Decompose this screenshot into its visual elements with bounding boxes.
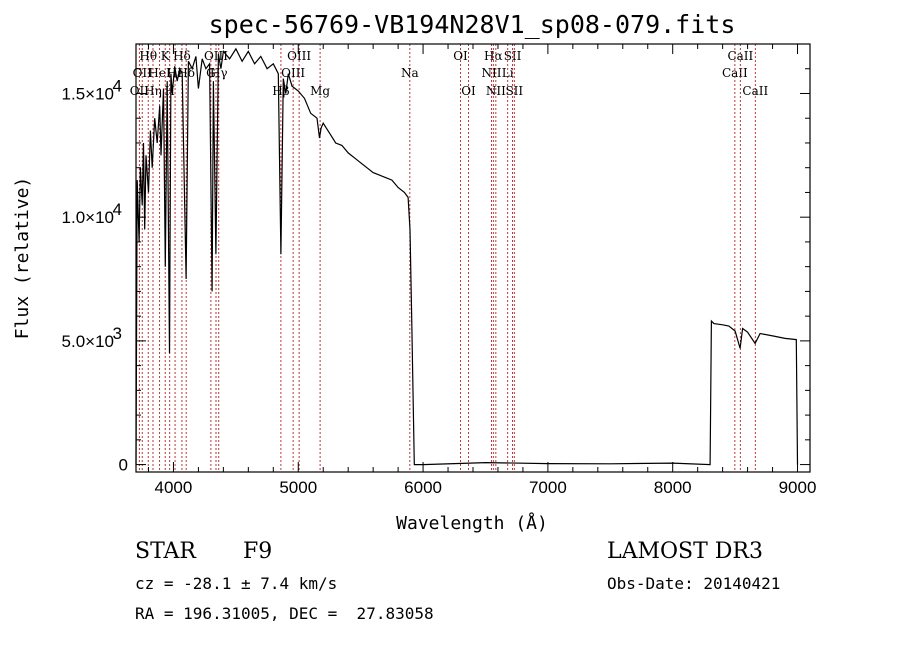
line-label-11: OIII <box>204 49 228 63</box>
redshift-velocity: cz = -28.1 ± 7.4 km/s <box>135 574 338 593</box>
line-label-26: CaII <box>722 66 748 80</box>
x-axis-label: Wavelength (Å) <box>396 512 548 534</box>
line-label-1: OII <box>133 66 153 80</box>
observation-date: Obs-Date: 20140421 <box>607 574 781 593</box>
line-label-8: Hδ <box>173 49 191 63</box>
y-tick-exponent-2: 4 <box>113 200 122 219</box>
plot-frame <box>135 43 811 473</box>
line-label-24: SII <box>504 49 522 63</box>
line-label-18: OI <box>453 49 468 63</box>
y-tick-exponent-1: 3 <box>113 324 122 343</box>
y-axis-label: Flux (relative) <box>12 177 33 340</box>
line-label-15: OIII <box>287 49 311 63</box>
line-label-17: Na <box>401 66 419 80</box>
y-tick-exponent-3: 4 <box>113 76 122 95</box>
spectrum-line <box>135 47 799 466</box>
y-tick-label-3: 1.5×10 <box>62 84 114 103</box>
y-tick-label-1: 5.0×10 <box>62 332 114 351</box>
line-label-10: G <box>206 66 216 80</box>
line-label-3: Hη <box>144 84 162 98</box>
line-label-5: K <box>161 49 171 63</box>
line-label-23: Li <box>502 66 514 80</box>
line-label-28: CaII <box>742 84 768 98</box>
object-subclass: F9 <box>243 539 273 564</box>
line-label-2: Hθ <box>139 49 157 63</box>
x-tick-label-4: 8000 <box>654 478 692 497</box>
chart-title: spec-56769-VB194N28V1_sp08-079.fits <box>209 10 736 39</box>
x-tick-label-1: 5000 <box>279 478 317 497</box>
line-label-0: OII <box>130 84 150 98</box>
line-label-20: NII <box>481 66 501 80</box>
line-label-6: H <box>164 84 174 98</box>
x-tick-label-2: 6000 <box>404 478 442 497</box>
line-label-25: SII <box>505 84 523 98</box>
x-tick-label-5: 9000 <box>779 478 817 497</box>
line-label-21: Hα <box>484 49 503 63</box>
object-class: STAR <box>135 539 196 564</box>
line-label-22: NII <box>486 84 506 98</box>
line-label-14: OIII <box>281 66 305 80</box>
line-label-27: CaII <box>727 49 753 63</box>
line-label-19: OI <box>461 84 476 98</box>
x-tick-label-3: 7000 <box>529 478 567 497</box>
survey-name: LAMOST DR3 <box>607 539 763 564</box>
line-label-16: Mg <box>310 84 330 98</box>
y-tick-label-2: 1.0×10 <box>62 208 114 227</box>
y-tick-label-0: 0 <box>119 456 128 475</box>
x-tick-label-0: 4000 <box>155 478 193 497</box>
axis-ticks: 4000 5000 6000 7000 8000 900005.0×1031.0×1041… <box>62 44 817 497</box>
sky-coordinates: RA = 196.31005, DEC = 27.83058 <box>135 604 434 623</box>
